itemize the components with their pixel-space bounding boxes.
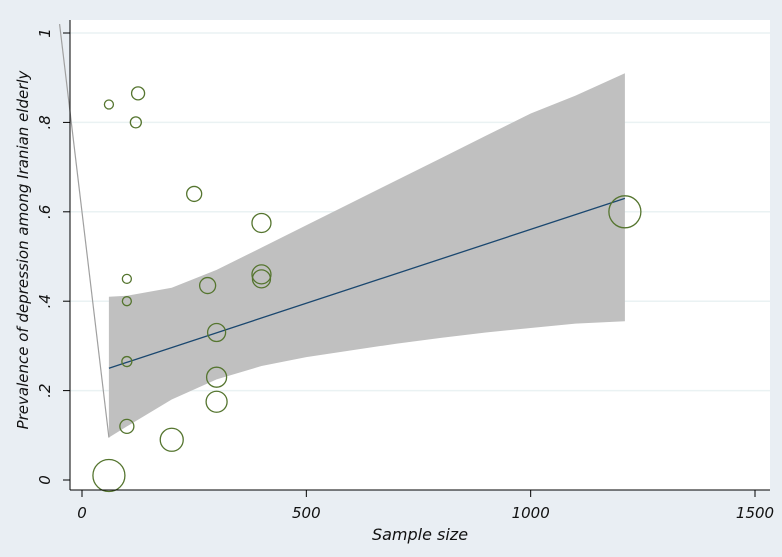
- y-tick-label-3: .6: [36, 205, 54, 219]
- data-points: [92, 86, 642, 493]
- axes: 0 500 1000 1500 0 .2 .4 .6 .8 1: [36, 20, 774, 522]
- y-tick-label-2: .4: [36, 294, 54, 308]
- data-point-3: [121, 273, 133, 285]
- y-tick-label-5: 1: [36, 28, 54, 38]
- data-point-14: [251, 212, 272, 234]
- x-tick-label-0: 0: [77, 504, 87, 522]
- confidence-band-group: [108, 73, 625, 438]
- data-point-16: [251, 269, 272, 289]
- data-point-4: [121, 296, 133, 307]
- data-point-15: [251, 264, 272, 285]
- data-point-7: [92, 458, 126, 493]
- data-point-9: [198, 276, 217, 295]
- fit-line-group: [108, 197, 626, 369]
- x-tick-label-3: 1500: [736, 504, 774, 522]
- data-point-0: [103, 99, 115, 110]
- confidence-band: [108, 73, 625, 438]
- y-tick-label-0: 0: [36, 475, 54, 485]
- data-point-11: [205, 366, 228, 388]
- data-point-2: [129, 116, 142, 129]
- y-tick-label-1: .2: [36, 383, 54, 397]
- data-point-13: [159, 427, 184, 452]
- x-tick-label-2: 1000: [512, 504, 550, 522]
- data-point-6: [119, 418, 135, 435]
- data-point-5: [121, 355, 133, 368]
- y-axis-label: Prevalence of depression among Iranian e…: [14, 69, 32, 429]
- x-axis-label: Sample size: [372, 525, 468, 544]
- extra-line: [58, 23, 110, 438]
- data-point-17: [608, 195, 642, 229]
- fit-line: [108, 197, 626, 369]
- data-point-12: [205, 390, 228, 413]
- data-point-1: [130, 86, 146, 101]
- y-tick-label-4: .8: [36, 115, 54, 129]
- data-point-8: [186, 185, 203, 203]
- x-tick-label-1: 500: [292, 504, 321, 522]
- extra-line-group: [58, 23, 110, 438]
- data-point-10: [206, 322, 227, 343]
